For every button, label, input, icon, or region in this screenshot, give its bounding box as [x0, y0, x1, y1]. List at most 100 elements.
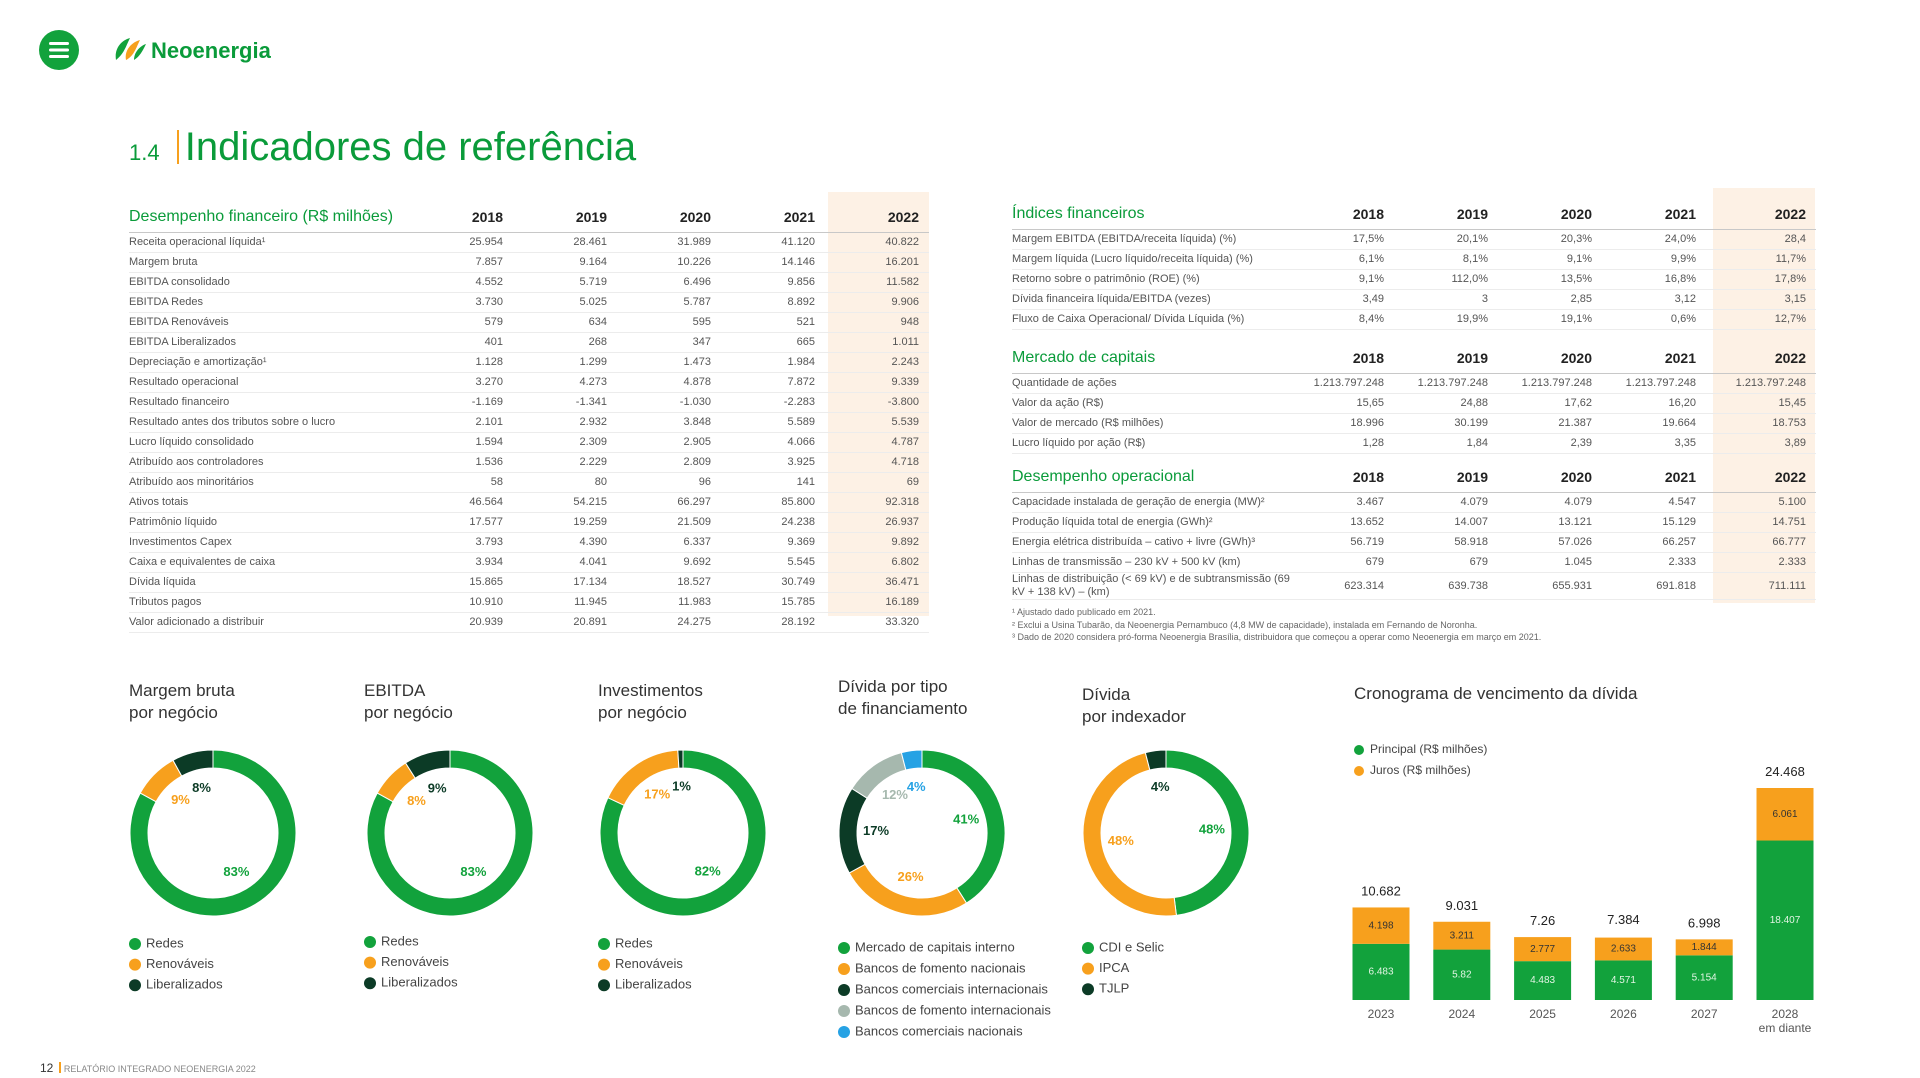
- cell: 30.749: [721, 572, 825, 593]
- legend-label: Liberalizados: [146, 977, 223, 992]
- cell: 4.390: [513, 532, 617, 553]
- cell: 2.905: [617, 432, 721, 453]
- table-row: Capacidade instalada de geração de energ…: [1012, 492, 1816, 513]
- total-label: 9.031: [1446, 898, 1479, 913]
- cell: 1,28: [1290, 433, 1394, 454]
- chart-title: por negócio: [598, 703, 687, 722]
- table-row: EBITDA Redes 3.730 5.025 5.787 8.892 9.906: [129, 292, 929, 313]
- legend-label: IPCA: [1099, 960, 1130, 975]
- cell: 41.120: [721, 232, 825, 253]
- cell: 6,1%: [1290, 249, 1394, 270]
- page-heading: 1.4 Indicadores de referência: [129, 124, 636, 176]
- total-label: 7.384: [1607, 912, 1640, 927]
- cell: 10.910: [409, 592, 513, 613]
- cell: -3.800: [825, 392, 929, 413]
- cell: 30.199: [1394, 413, 1498, 434]
- cell: 18.527: [617, 572, 721, 593]
- data-label: 17%: [863, 823, 889, 838]
- data-label: 41%: [953, 812, 979, 827]
- cell: 36.471: [825, 572, 929, 593]
- data-label: 12%: [882, 787, 908, 802]
- column-header: 2019: [1394, 343, 1498, 374]
- cell: 1.473: [617, 352, 721, 373]
- column-header: 2022: [1706, 462, 1816, 493]
- donut-segment: [1144, 749, 1167, 771]
- row-label: Atribuído aos controladores: [129, 452, 409, 473]
- column-header: 2018: [1290, 462, 1394, 493]
- x-tick-label: 2024: [1448, 1007, 1475, 1021]
- cell: 112,0%: [1394, 269, 1498, 290]
- row-label: EBITDA Redes: [129, 292, 409, 313]
- cell: 11.582: [825, 272, 929, 293]
- cell: 9.369: [721, 532, 825, 553]
- cell: 6.337: [617, 532, 721, 553]
- cell: 11.945: [513, 592, 617, 613]
- data-table: Índices financeiros 2018 2019 2020 2021 2022 M…: [1012, 199, 1816, 330]
- legend-marker: [1082, 983, 1094, 996]
- cell: 4.718: [825, 452, 929, 473]
- cell: 2.229: [513, 452, 617, 473]
- legend-label: Bancos comerciais internacionais: [855, 981, 1048, 996]
- cell: 31.989: [617, 232, 721, 253]
- donut-segment: [129, 749, 297, 917]
- cell: 20,3%: [1498, 229, 1602, 250]
- table-row: Caixa e equivalentes de caixa 3.934 4.041 9…: [129, 552, 929, 573]
- table-title: Desempenho operacional: [1012, 462, 1290, 493]
- chart-title: Investimentos: [598, 681, 703, 700]
- table-row: Investimentos Capex 3.793 4.390 6.337 9.369 9…: [129, 532, 929, 553]
- legend-label: Redes: [381, 933, 419, 948]
- cell: 26.937: [825, 512, 929, 533]
- cell: 1.128: [409, 352, 513, 373]
- cell: 711.111: [1706, 572, 1816, 600]
- cell: 3,35: [1602, 433, 1706, 454]
- cell: 28.461: [513, 232, 617, 253]
- cell: 9.164: [513, 252, 617, 273]
- cell: 3,89: [1706, 433, 1816, 454]
- cell: 1.011: [825, 332, 929, 353]
- cell: 20.939: [409, 612, 513, 633]
- column-header: 2021: [1602, 462, 1706, 493]
- legend-marker: [838, 1026, 850, 1038]
- cell: 21.509: [617, 512, 721, 533]
- cell: 4.066: [721, 432, 825, 453]
- row-label: Ativos totais: [129, 492, 409, 513]
- data-label: 26%: [898, 869, 924, 884]
- data-label: 9%: [428, 780, 447, 795]
- menu-button[interactable]: [39, 30, 79, 70]
- cell: 0,6%: [1602, 309, 1706, 330]
- cell: 1.213.797.248: [1602, 373, 1706, 394]
- data-label: 5.82: [1452, 969, 1472, 980]
- cell: 595: [617, 312, 721, 333]
- legend-label: Redes: [146, 935, 184, 950]
- cell: 579: [409, 312, 513, 333]
- donut-segment: [900, 749, 923, 771]
- row-label: Quantidade de ações: [1012, 373, 1290, 394]
- table-row: Energia elétrica distribuída – cativo + …: [1012, 532, 1816, 553]
- cell: 5.787: [617, 292, 721, 313]
- x-tick-label: 2028 em diante: [1759, 1007, 1812, 1035]
- header-row: Mercado de capitais 2018 2019 2020 2021 2022: [1012, 343, 1816, 374]
- cell: 141: [721, 472, 825, 493]
- donut-segment: [404, 749, 451, 779]
- table-row: Resultado antes dos tributos sobre o luc…: [129, 412, 929, 433]
- bar-segment: [1433, 949, 1491, 1000]
- cell: 268: [513, 332, 617, 353]
- table-row: EBITDA Renováveis 579 634 595 521 948: [129, 312, 929, 333]
- data-label: 2.777: [1530, 944, 1555, 955]
- cell: 15.129: [1602, 512, 1706, 533]
- cell: 15,65: [1290, 393, 1394, 414]
- legend-label: Liberalizados: [381, 975, 458, 990]
- cell: 1.594: [409, 432, 513, 453]
- cell: 13.652: [1290, 512, 1394, 533]
- table-row: Receita operacional líquida¹ 25.954 28.461…: [129, 232, 929, 253]
- footnote: ¹ Ajustado dado publicado em 2021.: [1012, 607, 1156, 617]
- cell: 521: [721, 312, 825, 333]
- cell: 66.777: [1706, 532, 1816, 553]
- column-header: 2018: [409, 202, 513, 233]
- logo-text[interactable]: Neoenergia: [151, 38, 271, 63]
- x-tick-label: 2027: [1691, 1007, 1718, 1021]
- row-label: Valor da ação (R$): [1012, 393, 1290, 414]
- legend-label: Renováveis: [146, 956, 214, 971]
- legend-label: Renováveis: [381, 954, 449, 969]
- logo-icon: [115, 38, 146, 60]
